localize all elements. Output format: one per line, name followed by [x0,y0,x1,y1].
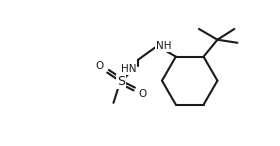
Text: S: S [117,75,125,88]
Text: HN: HN [121,64,137,74]
Text: NH: NH [156,41,171,51]
Text: O: O [139,89,147,99]
Text: O: O [95,61,104,71]
